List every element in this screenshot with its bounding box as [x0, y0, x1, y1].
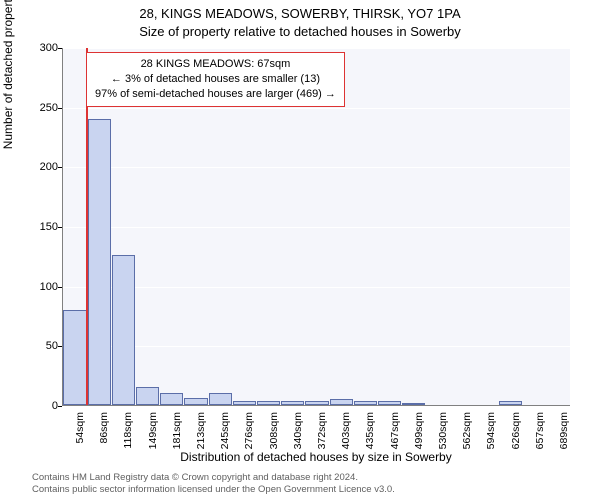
info-box-line: ← 3% of detached houses are smaller (13)	[95, 72, 336, 87]
x-tick-label: 435sqm	[364, 412, 376, 449]
histogram-bar	[184, 398, 207, 405]
marker-info-box: 28 KINGS MEADOWS: 67sqm← 3% of detached …	[86, 52, 345, 107]
info-box-line: 28 KINGS MEADOWS: 67sqm	[95, 57, 336, 72]
y-tick-mark	[58, 108, 62, 109]
footer-attribution: Contains HM Land Registry data © Crown c…	[32, 472, 395, 496]
x-tick-label: 340sqm	[292, 412, 304, 449]
x-tick-label: 118sqm	[122, 412, 134, 449]
x-tick-label: 245sqm	[219, 412, 231, 449]
histogram-bar	[499, 401, 522, 405]
histogram-bar	[136, 387, 159, 405]
chart-subtitle: Size of property relative to detached ho…	[0, 24, 600, 39]
y-tick-label: 100	[22, 281, 58, 293]
x-tick-label: 530sqm	[437, 412, 449, 449]
y-tick-label: 50	[22, 340, 58, 352]
histogram-bar	[281, 401, 304, 405]
gridline	[63, 167, 570, 168]
histogram-bar	[378, 401, 401, 405]
gridline	[63, 287, 570, 288]
x-tick-label: 626sqm	[510, 412, 522, 449]
histogram-bar	[112, 255, 135, 405]
histogram-bar	[305, 401, 328, 405]
histogram-bar	[257, 401, 280, 405]
gridline	[63, 108, 570, 109]
histogram-bar	[233, 401, 256, 405]
gridline	[63, 227, 570, 228]
x-tick-label: 54sqm	[74, 412, 86, 444]
histogram-bar	[354, 401, 377, 405]
x-tick-label: 149sqm	[147, 412, 159, 449]
y-tick-mark	[58, 406, 62, 407]
histogram-bar	[63, 310, 86, 405]
y-tick-label: 150	[22, 221, 58, 233]
gridline	[63, 406, 570, 407]
y-tick-mark	[58, 346, 62, 347]
y-axis-label: Number of detached properties	[1, 0, 15, 149]
x-tick-label: 308sqm	[268, 412, 280, 449]
footer-line-2: Contains public sector information licen…	[32, 484, 395, 496]
info-box-line: 97% of semi-detached houses are larger (…	[95, 87, 336, 102]
y-tick-label: 300	[22, 42, 58, 54]
histogram-bar	[88, 119, 111, 405]
x-tick-label: 689sqm	[558, 412, 570, 449]
x-tick-label: 181sqm	[171, 412, 183, 449]
y-tick-label: 250	[22, 102, 58, 114]
x-tick-label: 372sqm	[316, 412, 328, 449]
y-tick-mark	[58, 167, 62, 168]
footer-line-1: Contains HM Land Registry data © Crown c…	[32, 472, 395, 484]
x-tick-label: 213sqm	[195, 412, 207, 449]
y-tick-label: 0	[22, 400, 58, 412]
y-tick-mark	[58, 287, 62, 288]
y-tick-mark	[58, 227, 62, 228]
y-tick-mark	[58, 48, 62, 49]
histogram-bar	[330, 399, 353, 405]
x-tick-label: 403sqm	[340, 412, 352, 449]
y-tick-label: 200	[22, 161, 58, 173]
x-tick-label: 276sqm	[243, 412, 255, 449]
x-tick-label: 499sqm	[413, 412, 425, 449]
histogram-bar	[209, 393, 232, 405]
x-tick-label: 657sqm	[534, 412, 546, 449]
x-tick-label: 467sqm	[389, 412, 401, 449]
chart-title-address: 28, KINGS MEADOWS, SOWERBY, THIRSK, YO7 …	[0, 6, 600, 21]
x-tick-label: 562sqm	[461, 412, 473, 449]
histogram-bar	[160, 393, 183, 405]
x-tick-label: 86sqm	[98, 412, 110, 444]
gridline	[63, 48, 570, 49]
x-axis-label: Distribution of detached houses by size …	[62, 450, 570, 464]
x-tick-label: 594sqm	[485, 412, 497, 449]
gridline	[63, 346, 570, 347]
histogram-bar	[402, 403, 425, 405]
chart-container: 28, KINGS MEADOWS, SOWERBY, THIRSK, YO7 …	[0, 0, 600, 500]
